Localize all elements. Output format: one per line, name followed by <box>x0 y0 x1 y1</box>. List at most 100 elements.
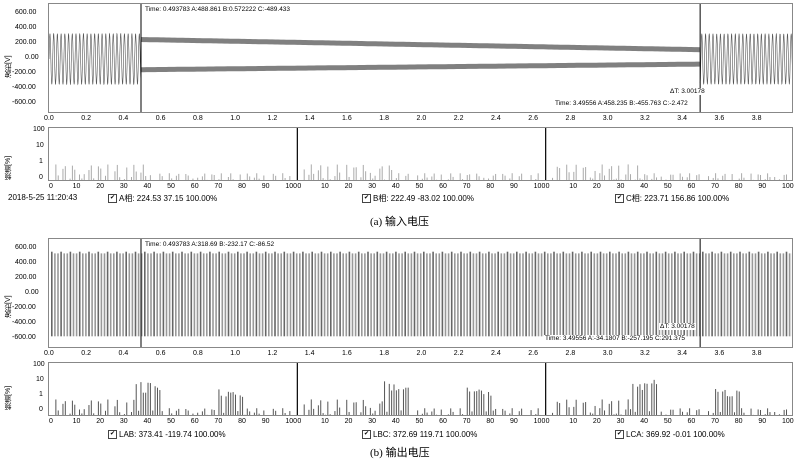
spectrum-bar <box>240 395 241 416</box>
pwm-pulse <box>528 253 530 336</box>
spectrum-bar <box>55 399 56 416</box>
spectrum-bar <box>79 175 80 181</box>
wave-xtick: 1.4 <box>305 350 315 357</box>
channel-checkbox[interactable]: ✔ <box>615 430 624 439</box>
spectrum-bar <box>360 412 361 416</box>
wave-b-ytick: 600.00 <box>15 244 36 251</box>
spectrum-bar <box>159 390 160 416</box>
spectrum-bar <box>185 409 186 416</box>
spectrum-bar <box>110 180 111 181</box>
wave-a-ytick: -600.00 <box>12 99 36 106</box>
spectrum-bar <box>613 414 614 416</box>
spectrum-bar <box>266 415 267 416</box>
spectrum-bar <box>58 410 59 416</box>
wave-xtick: 2.2 <box>454 350 464 357</box>
wave-xtick: 2.6 <box>528 350 538 357</box>
spectrum-bar <box>779 179 780 181</box>
spectrum-bar <box>318 170 319 181</box>
spectrum-xtick: 30 <box>617 183 625 190</box>
spectrum-bar <box>410 180 411 181</box>
channel-checkbox[interactable]: ✔ <box>615 194 624 203</box>
pwm-pulse <box>621 253 623 336</box>
channel-lca-readout[interactable]: ✔LCA: 369.92 -0.01 100.00% <box>615 430 725 439</box>
spectrum-bar <box>779 414 780 416</box>
pwm-pulse <box>510 253 512 336</box>
spectrum-xtick: 50 <box>664 418 672 425</box>
channel-checkbox[interactable]: ✔ <box>362 430 371 439</box>
spectrum-bar <box>389 165 390 181</box>
spectrum-bar <box>119 412 120 416</box>
pwm-pulse <box>349 252 351 337</box>
spectrum-bar <box>618 401 619 416</box>
wave-trace-post <box>700 34 793 85</box>
spectrum-bar <box>680 173 681 181</box>
spectrum-bar <box>91 400 92 416</box>
spectrum-bar <box>197 178 198 181</box>
pwm-pulse <box>559 253 561 336</box>
spectrum-bar <box>93 178 94 181</box>
spectrum-bar <box>609 404 610 416</box>
spectrum-bar <box>557 402 558 416</box>
spectrum-bar <box>178 409 179 416</box>
spectrum-b-plot[interactable] <box>48 362 793 416</box>
timestamp: 2018-5-25 11:20:43 <box>8 193 77 202</box>
channel-checkbox[interactable]: ✔ <box>362 194 371 203</box>
pwm-pulse <box>383 253 385 336</box>
wave-xtick: 0.8 <box>193 350 203 357</box>
spectrum-bar <box>424 408 425 416</box>
pwm-pulse <box>268 253 270 336</box>
spectrum-a-plot[interactable] <box>48 127 793 181</box>
pwm-pulse <box>445 253 447 336</box>
spectrum-bar <box>415 180 416 181</box>
spectrum-bar <box>169 408 170 416</box>
spectrum-bar <box>356 402 357 416</box>
channel-c-readout[interactable]: ✔C相: 223.71 156.86 100.00% <box>615 193 729 204</box>
spectrum-bar <box>415 415 416 416</box>
pwm-pulse <box>544 252 546 337</box>
spectrum-bar <box>488 179 489 181</box>
pwm-pulse <box>346 253 348 336</box>
pwm-pulse <box>73 253 75 336</box>
pwm-pulse <box>789 253 791 336</box>
spectrum-bar <box>673 175 674 181</box>
spectrum-bar <box>79 410 80 416</box>
wave-xtick: 2.2 <box>454 115 464 122</box>
spectrum-bar <box>703 180 704 181</box>
channel-b-readout[interactable]: ✔B相: 222.49 -83.02 100.00% <box>362 193 474 204</box>
wave-a-xticks: 0.00.20.40.60.81.01.21.41.61.82.02.22.42… <box>48 115 793 123</box>
pwm-pulse <box>166 253 168 336</box>
pwm-pulse <box>352 253 354 336</box>
channel-lbc-readout[interactable]: ✔LBC: 372.69 119.71 100.00% <box>362 430 477 439</box>
wave-b-delta-readout: ΔT: 3.00178 <box>659 323 696 330</box>
spectrum-bar <box>585 402 586 416</box>
spectrum-bar <box>204 174 205 181</box>
spectrum-bar <box>573 172 574 181</box>
spectrum-bar <box>587 180 588 181</box>
spectrum-bar <box>327 167 328 181</box>
spectrum-bar <box>148 383 149 416</box>
channel-checkbox[interactable]: ✔ <box>108 194 117 203</box>
pwm-pulse <box>423 252 425 337</box>
wave-a-plot[interactable]: Time: 0.493783 A:488.861 B:0.572222 C:-4… <box>48 3 793 113</box>
spectrum-bar <box>304 169 305 181</box>
pwm-pulse <box>442 252 444 337</box>
spectrum-bar <box>663 180 664 181</box>
spectrum-bar <box>88 405 89 416</box>
spectrum-xtick: 60 <box>191 418 199 425</box>
spectrum-bar <box>424 173 425 181</box>
pwm-pulse <box>305 253 307 336</box>
pwm-pulse <box>767 252 769 337</box>
spectrum-bar <box>320 400 321 416</box>
channel-a-readout[interactable]: ✔A相: 224.53 37.15 100.00% <box>108 193 217 204</box>
wave-xtick: 0.6 <box>156 115 166 122</box>
pwm-pulse <box>609 252 611 337</box>
spectrum-bar <box>774 412 775 416</box>
channel-checkbox[interactable]: ✔ <box>108 430 117 439</box>
spectrum-bar <box>687 412 688 416</box>
spectrum-bar <box>346 165 347 181</box>
channel-lab-readout[interactable]: ✔LAB: 373.41 -119.74 100.00% <box>108 430 226 439</box>
pwm-pulse <box>54 253 56 336</box>
spectrum-xtick: 40 <box>144 183 152 190</box>
wave-xtick: 3.8 <box>752 115 762 122</box>
wave-b-plot[interactable]: Time: 0.493783 A:318.69 B:-232.17 C:-86.… <box>48 238 793 348</box>
